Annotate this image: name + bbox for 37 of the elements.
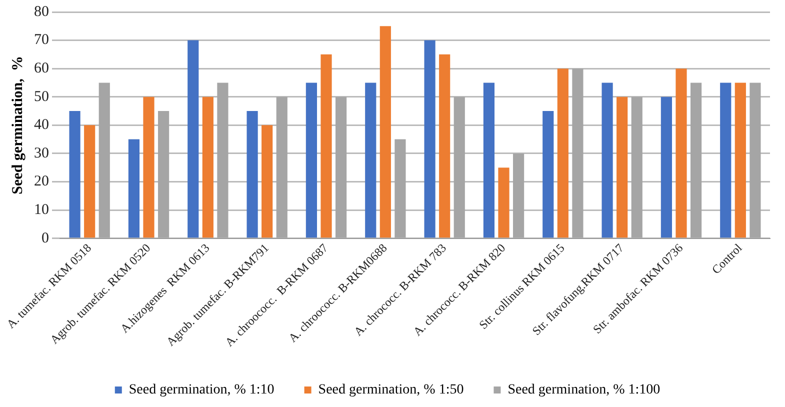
y-tick-label: 80 [34, 4, 49, 20]
y-tick-label: 60 [34, 60, 49, 77]
y-tick-label: 0 [42, 230, 49, 246]
bar [128, 139, 140, 238]
y-tick-label: 50 [34, 88, 49, 105]
bar [365, 82, 376, 238]
bar [676, 68, 687, 238]
bar [720, 82, 732, 238]
bar [542, 111, 554, 238]
bar [202, 96, 214, 238]
bar [616, 96, 628, 238]
bar [320, 54, 332, 238]
bar [498, 168, 510, 238]
y-axis-title: Seed germination, % [10, 56, 26, 194]
bar [602, 82, 613, 238]
legend-label: Seed germination, % 1:10 [128, 382, 274, 398]
bar [69, 111, 80, 238]
bar [439, 54, 450, 238]
bar [306, 82, 318, 238]
bar [143, 96, 154, 238]
legend-label: Seed germination, % 1:100 [508, 382, 660, 398]
bar [557, 68, 568, 238]
bar [380, 26, 391, 238]
y-tick-label: 10 [34, 202, 49, 218]
y-tick-label: 30 [34, 145, 49, 162]
bar [84, 125, 96, 238]
y-tick-label: 40 [34, 117, 49, 134]
bar [262, 125, 273, 238]
bar [246, 111, 258, 238]
legend-label: Seed germination, % 1:50 [318, 382, 464, 398]
bar [734, 82, 746, 238]
bar [424, 40, 436, 238]
y-tick-label: 20 [34, 174, 49, 190]
bar [660, 96, 672, 238]
y-tick-label: 70 [34, 32, 49, 48]
bar [483, 82, 495, 238]
bar [188, 40, 199, 238]
